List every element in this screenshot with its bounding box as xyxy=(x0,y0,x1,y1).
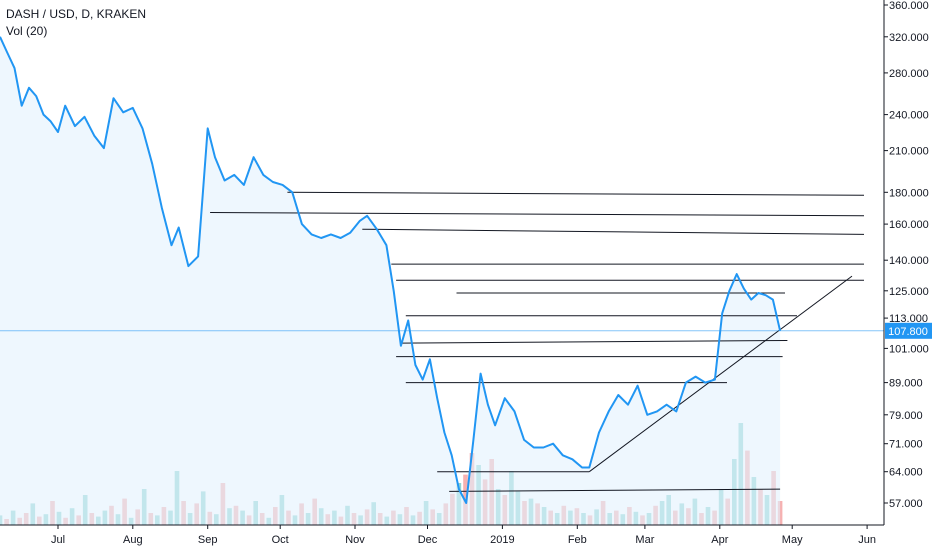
y-tick-label: 89.000 xyxy=(889,378,923,390)
x-tick-label: May xyxy=(782,534,803,546)
level-line-3[interactable] xyxy=(362,228,865,235)
y-tick-label: 320.000 xyxy=(889,32,929,44)
x-tick-label: Apr xyxy=(711,534,728,546)
price-line xyxy=(0,36,782,504)
trend-line[interactable] xyxy=(589,275,853,473)
x-tick-label: 2019 xyxy=(490,534,514,546)
y-tick-label: 180.000 xyxy=(889,187,929,199)
y-tick-label: 160.000 xyxy=(889,219,929,231)
y-tick-label: 113.000 xyxy=(889,313,928,325)
y-tick-label: 360.000 xyxy=(889,0,929,12)
time-axis[interactable]: Jul Aug Sep Oct Nov Dec 2019 Feb Mar Apr May Jun xyxy=(51,525,876,546)
level-line-1[interactable] xyxy=(287,191,865,196)
y-tick-label: 125.000 xyxy=(889,286,929,298)
level-line-8[interactable] xyxy=(400,340,788,344)
x-tick-label: Jul xyxy=(51,534,65,546)
horizontal-levels[interactable] xyxy=(210,191,865,492)
x-tick-label: Dec xyxy=(418,534,438,546)
y-tick-label: 210.000 xyxy=(889,146,929,158)
chart-legend: DASH / USD, D, KRAKEN Vol (20) xyxy=(6,6,146,40)
level-line-12[interactable] xyxy=(449,488,781,492)
x-tick-label: Sep xyxy=(198,534,218,546)
y-tick-label: 57.000 xyxy=(889,498,923,510)
last-price-label: 107.800 xyxy=(888,326,928,338)
x-tick-label: Aug xyxy=(123,534,143,546)
volume-indicator-label[interactable]: Vol (20) xyxy=(6,24,48,38)
price-area-fill xyxy=(0,36,781,526)
x-tick-label: Nov xyxy=(345,534,365,546)
x-tick-label: Feb xyxy=(568,534,587,546)
price-axis[interactable]: 360.000 320.000 280.000 240.000 210.000 180.0… xyxy=(884,0,929,510)
y-tick-label: 240.000 xyxy=(889,110,929,122)
level-line-2[interactable] xyxy=(210,212,865,217)
y-tick-label: 71.000 xyxy=(889,439,923,451)
x-tick-label: Jun xyxy=(858,534,876,546)
y-tick-label: 140.000 xyxy=(889,255,929,267)
y-tick-label: 280.000 xyxy=(889,68,929,80)
y-tick-label: 64.000 xyxy=(889,467,923,479)
x-tick-label: Mar xyxy=(635,534,654,546)
y-tick-label: 79.000 xyxy=(889,410,923,422)
last-price-tag: 107.800 xyxy=(885,322,932,339)
y-tick-label: 101.000 xyxy=(889,343,929,355)
x-tick-label: Oct xyxy=(272,534,289,546)
chart-title: DASH / USD, D, KRAKEN xyxy=(6,7,147,21)
